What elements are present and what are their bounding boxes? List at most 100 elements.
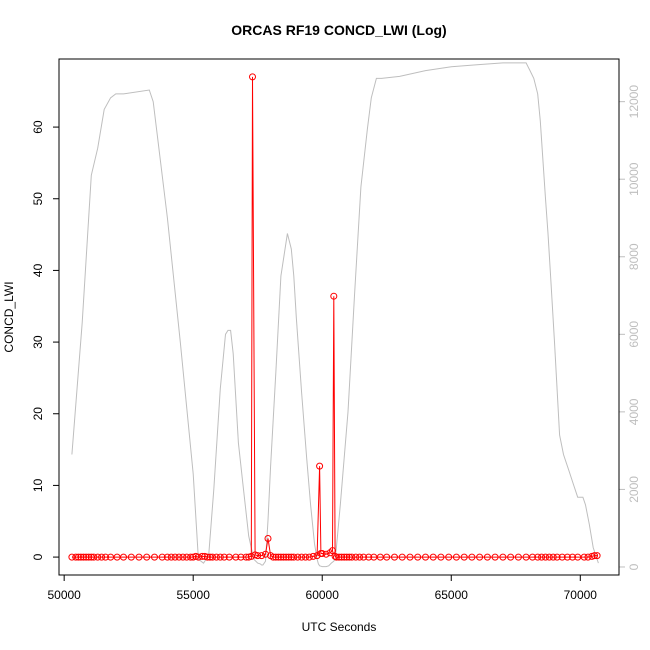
concd-data-point [209,553,216,561]
y-tick-label: 30 [31,335,45,349]
concd-data-point [414,553,422,561]
concd-series-line [71,76,598,558]
concd-data-point [74,553,82,561]
concd-data-point [277,553,285,561]
concd-data-point [179,553,187,561]
concd-data-point [309,552,317,560]
concd-data-point [476,553,484,561]
axes-layer: 50000 55000 60000 65000 70000 0 10 20 30 40 50 60 0 2… [31,85,641,602]
concd-data-point [258,552,266,560]
concd-data-point [514,553,522,561]
concd-data-point [316,462,324,470]
concd-data-point [290,553,298,561]
y2-tick-label: 0 [627,563,641,570]
concd-data-point [429,553,437,561]
concd-data-point [285,553,293,561]
concd-data-point [294,553,302,561]
concd-data-point [391,553,398,561]
concd-data-point [85,553,93,561]
y2-tick-label: 10000 [627,162,641,196]
concd-data-point [538,553,546,561]
concd-data-point [491,553,499,561]
concd-data-point [580,553,588,561]
concd-data-point [563,553,571,561]
concd-data-point [529,553,536,561]
concd-data-point [187,553,195,561]
concd-data-point [534,553,542,561]
concd-data-point [452,553,460,561]
concd-data-point [558,553,566,561]
concd-data-point [422,553,429,561]
concd-data-point [203,553,211,561]
concd-data-point [406,553,414,561]
concd-data-point [282,553,290,561]
concd-data-point [220,553,228,561]
concd-data-point [198,552,206,560]
concd-data-point [102,553,109,561]
concd-data-point [237,553,245,561]
concd-data-point [468,553,476,561]
concd-data-point [302,553,309,561]
concd-data-point [90,553,98,561]
concd-data-point [232,553,240,561]
y-tick-label: 50 [31,192,45,206]
concd-data-point [591,552,598,560]
x-tick-label: 55000 [177,588,211,602]
concd-data-point [77,553,85,561]
y2-tick-label: 4000 [627,398,641,425]
concd-data-point [80,553,87,561]
concd-data-point [151,553,158,561]
concd-data-point [167,553,175,561]
concd-data-point [216,553,224,561]
x-tick-label: 65000 [435,588,469,602]
concd-data-point [553,553,561,561]
concd-data-point [274,553,282,561]
concd-data-point [352,553,360,561]
y-tick-label: 60 [31,120,45,134]
concd-data-point [593,552,601,560]
concd-data-point [483,553,491,561]
concd-data-point [269,553,277,561]
concd-data-point [356,553,364,561]
y-tick-label: 0 [31,553,45,560]
concd-data-point [542,553,549,561]
plot-frame [58,58,620,576]
concd-data-point [264,535,272,542]
concd-data-point [171,553,179,561]
concd-data-point [507,553,515,561]
plot-layer [68,62,601,568]
concd-data-point [318,550,326,557]
concd-data-point [569,553,576,561]
concd-data-point [120,553,127,561]
concd-data-point [330,292,338,300]
concd-data-point [305,553,313,561]
y-tick-label: 20 [31,407,45,421]
concd-data-point [365,553,373,561]
concd-data-point [272,553,280,561]
concd-data-point [549,553,557,561]
concd-data-point [329,547,336,555]
concd-data-point [348,553,356,561]
concd-data-point [332,553,340,561]
concd-data-point [280,553,287,561]
concd-data-point [262,550,269,558]
concd-data-point [437,553,445,561]
concd-data-point [163,553,171,561]
y2-tick-label: 6000 [627,321,641,348]
concd-data-point [445,553,453,561]
y2-tick-label: 2000 [627,476,641,503]
concd-data-point [499,553,507,561]
chart-title: ORCAS RF19 CONCD_LWI (Log) [231,22,446,38]
concd-data-point [322,550,330,558]
concd-data-point [340,553,348,561]
concd-data-point [343,553,351,561]
y2-tick-label: 8000 [627,243,641,270]
concd-data-point [98,553,106,561]
concd-data-point [94,553,102,561]
concd-data-point [135,553,143,561]
x-tick-label: 70000 [564,588,598,602]
concd-data-point [360,553,367,561]
concd-data-point [249,73,256,81]
concd-data-point [383,553,391,561]
concd-data-point [242,553,250,561]
